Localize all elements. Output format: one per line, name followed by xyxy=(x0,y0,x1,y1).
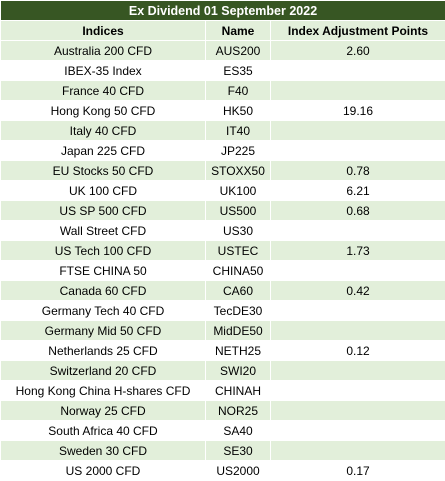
table-row: Hong Kong China H-shares CFD CHINAH xyxy=(0,380,445,401)
cell-name[interactable]: MidDE50 xyxy=(205,320,271,341)
table-row: Norway 25 CFD NOR25 xyxy=(0,400,445,421)
table-row: US SP 500 CFD US500 0.68 xyxy=(0,200,445,221)
cell-points[interactable] xyxy=(270,300,445,321)
cell-name[interactable]: F40 xyxy=(205,80,271,101)
cell-points[interactable]: 6.21 xyxy=(270,180,445,201)
cell-index[interactable]: FTSE CHINA 50 xyxy=(0,260,206,281)
cell-name[interactable]: US2000 xyxy=(205,460,271,481)
cell-points[interactable] xyxy=(270,220,445,241)
cell-name[interactable]: STOXX50 xyxy=(205,160,271,181)
cell-index[interactable]: Wall Street CFD xyxy=(0,220,206,241)
cell-name[interactable]: USTEC xyxy=(205,240,271,261)
cell-name[interactable]: SE30 xyxy=(205,440,271,461)
cell-index[interactable]: Sweden 30 CFD xyxy=(0,440,206,461)
table-title: Ex Dividend 01 September 2022 xyxy=(0,0,445,21)
title-row: Ex Dividend 01 September 2022 xyxy=(0,0,445,21)
cell-points[interactable] xyxy=(270,360,445,381)
header-row: Indices Name Index Adjustment Points xyxy=(0,20,445,41)
table-row: South Africa 40 CFD SA40 xyxy=(0,420,445,441)
table-row: EU Stocks 50 CFD STOXX50 0.78 xyxy=(0,160,445,181)
column-header-name: Name xyxy=(205,20,271,41)
cell-points[interactable]: 0.12 xyxy=(270,340,445,361)
cell-index[interactable]: Switzerland 20 CFD xyxy=(0,360,206,381)
table-row: Netherlands 25 CFD NETH25 0.12 xyxy=(0,340,445,361)
cell-index[interactable]: Germany Mid 50 CFD xyxy=(0,320,206,341)
cell-points[interactable] xyxy=(270,420,445,441)
cell-index[interactable]: France 40 CFD xyxy=(0,80,206,101)
cell-index[interactable]: IBEX-35 Index xyxy=(0,60,206,81)
cell-index[interactable]: US Tech 100 CFD xyxy=(0,240,206,261)
cell-points[interactable] xyxy=(270,320,445,341)
cell-name[interactable]: NOR25 xyxy=(205,400,271,421)
cell-index[interactable]: Netherlands 25 CFD xyxy=(0,340,206,361)
cell-index[interactable]: Norway 25 CFD xyxy=(0,400,206,421)
table-row: Japan 225 CFD JP225 xyxy=(0,140,445,161)
table-row: UK 100 CFD UK100 6.21 xyxy=(0,180,445,201)
table-row: Germany Tech 40 CFD TecDE30 xyxy=(0,300,445,321)
table-row: US 2000 CFD US2000 0.17 xyxy=(0,460,445,481)
cell-points[interactable]: 2.60 xyxy=(270,40,445,61)
cell-name[interactable]: UK100 xyxy=(205,180,271,201)
cell-points[interactable]: 0.17 xyxy=(270,460,445,481)
table-row: Switzerland 20 CFD SWI20 xyxy=(0,360,445,381)
cell-points[interactable]: 0.78 xyxy=(270,160,445,181)
cell-name[interactable]: JP225 xyxy=(205,140,271,161)
cell-points[interactable] xyxy=(270,260,445,281)
cell-index[interactable]: Australia 200 CFD xyxy=(0,40,206,61)
table-row: Sweden 30 CFD SE30 xyxy=(0,440,445,461)
cell-index[interactable]: Hong Kong 50 CFD xyxy=(0,100,206,121)
cell-points[interactable]: 0.42 xyxy=(270,280,445,301)
cell-points[interactable] xyxy=(270,120,445,141)
cell-points[interactable] xyxy=(270,140,445,161)
table-row: Germany Mid 50 CFD MidDE50 xyxy=(0,320,445,341)
cell-points[interactable] xyxy=(270,400,445,421)
cell-index[interactable]: US 2000 CFD xyxy=(0,460,206,481)
cell-name[interactable]: IT40 xyxy=(205,120,271,141)
column-header-indices: Indices xyxy=(0,20,206,41)
cell-points[interactable] xyxy=(270,80,445,101)
column-header-points: Index Adjustment Points xyxy=(270,20,445,41)
cell-points[interactable]: 1.73 xyxy=(270,240,445,261)
table-row: Australia 200 CFD AUS200 2.60 xyxy=(0,40,445,61)
cell-index[interactable]: EU Stocks 50 CFD xyxy=(0,160,206,181)
cell-index[interactable]: Japan 225 CFD xyxy=(0,140,206,161)
cell-index[interactable]: Canada 60 CFD xyxy=(0,280,206,301)
table-row: Italy 40 CFD IT40 xyxy=(0,120,445,141)
cell-name[interactable]: NETH25 xyxy=(205,340,271,361)
table-row: Canada 60 CFD CA60 0.42 xyxy=(0,280,445,301)
table-row: Hong Kong 50 CFD HK50 19.16 xyxy=(0,100,445,121)
cell-name[interactable]: TecDE30 xyxy=(205,300,271,321)
table-body: Australia 200 CFD AUS200 2.60 IBEX-35 Index… xyxy=(0,40,445,481)
cell-points[interactable] xyxy=(270,380,445,401)
cell-name[interactable]: CA60 xyxy=(205,280,271,301)
cell-index[interactable]: US SP 500 CFD xyxy=(0,200,206,221)
cell-points[interactable] xyxy=(270,60,445,81)
cell-name[interactable]: AUS200 xyxy=(205,40,271,61)
cell-name[interactable]: SA40 xyxy=(205,420,271,441)
cell-points[interactable] xyxy=(270,440,445,461)
cell-index[interactable]: Hong Kong China H-shares CFD xyxy=(0,380,206,401)
cell-index[interactable]: UK 100 CFD xyxy=(0,180,206,201)
cell-name[interactable]: CHINA50 xyxy=(205,260,271,281)
table-row: IBEX-35 Index ES35 xyxy=(0,60,445,81)
cell-index[interactable]: Italy 40 CFD xyxy=(0,120,206,141)
cell-index[interactable]: Germany Tech 40 CFD xyxy=(0,300,206,321)
cell-name[interactable]: HK50 xyxy=(205,100,271,121)
cell-name[interactable]: US500 xyxy=(205,200,271,221)
cell-name[interactable]: ES35 xyxy=(205,60,271,81)
table-row: France 40 CFD F40 xyxy=(0,80,445,101)
cell-name[interactable]: CHINAH xyxy=(205,380,271,401)
cell-name[interactable]: SWI20 xyxy=(205,360,271,381)
table-row: Wall Street CFD US30 xyxy=(0,220,445,241)
table-row: FTSE CHINA 50 CHINA50 xyxy=(0,260,445,281)
cell-index[interactable]: South Africa 40 CFD xyxy=(0,420,206,441)
cell-name[interactable]: US30 xyxy=(205,220,271,241)
cell-points[interactable]: 19.16 xyxy=(270,100,445,121)
table-row: US Tech 100 CFD USTEC 1.73 xyxy=(0,240,445,261)
cell-points[interactable]: 0.68 xyxy=(270,200,445,221)
